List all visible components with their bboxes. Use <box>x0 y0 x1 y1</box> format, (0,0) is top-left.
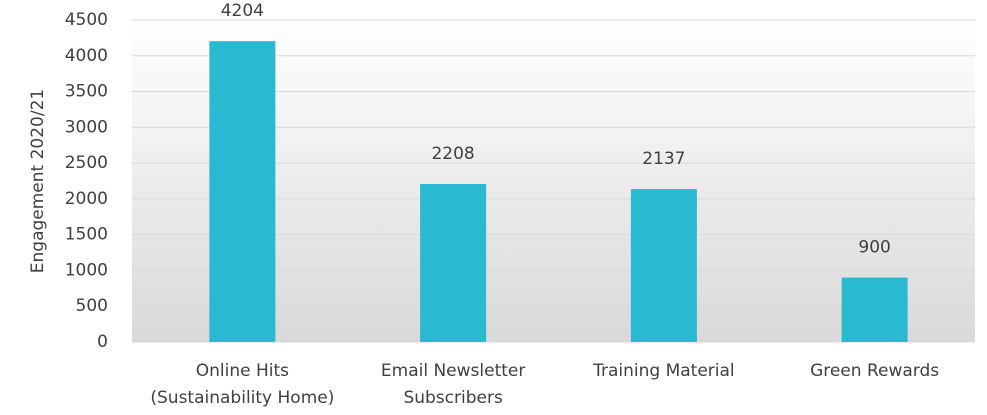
bar <box>841 277 908 342</box>
bar <box>209 41 276 342</box>
y-tick-label: 0 <box>97 332 108 352</box>
y-tick-label: 500 <box>76 296 108 316</box>
y-tick-label: 1500 <box>65 225 108 245</box>
bar <box>630 189 697 342</box>
data-label: 900 <box>858 238 890 258</box>
x-tick-label: Online Hits (Sustainability Home) <box>150 361 334 408</box>
data-label: 2137 <box>642 149 685 169</box>
data-label: 4204 <box>221 1 264 21</box>
x-tick-label: Training Material <box>592 361 735 381</box>
x-tick-label: Green Rewards <box>810 361 939 381</box>
bar <box>420 184 487 342</box>
data-label: 2208 <box>431 144 474 164</box>
y-axis-label: Engagement 2020/21 <box>28 89 48 273</box>
y-tick-label: 4000 <box>65 46 108 66</box>
y-tick-label: 2000 <box>65 189 108 209</box>
y-tick-label: 2500 <box>65 153 108 173</box>
y-tick-label: 3500 <box>65 82 108 102</box>
y-tick-label: 3000 <box>65 117 108 137</box>
y-tick-label: 1000 <box>65 260 108 280</box>
y-tick-label: 4500 <box>65 10 108 30</box>
x-tick-label: Email Newsletter Subscribers <box>381 361 525 408</box>
